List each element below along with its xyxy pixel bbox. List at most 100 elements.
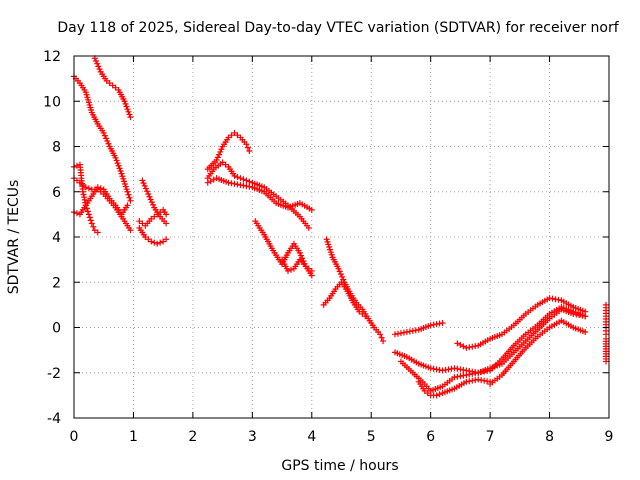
data-point bbox=[124, 106, 131, 113]
data-point bbox=[84, 208, 91, 215]
series-arc-o bbox=[320, 279, 369, 320]
data-point bbox=[377, 331, 384, 338]
data-point bbox=[87, 217, 94, 224]
data-point bbox=[127, 227, 134, 234]
data-point bbox=[163, 211, 170, 218]
chart-title: Day 118 of 2025, Sidereal Day-to-day VTE… bbox=[57, 20, 619, 36]
data-point bbox=[308, 206, 315, 213]
data-point bbox=[163, 236, 170, 243]
data-point bbox=[140, 180, 147, 187]
data-point bbox=[214, 154, 221, 161]
data-point bbox=[114, 160, 121, 167]
data-point bbox=[125, 108, 132, 115]
data-point bbox=[150, 201, 157, 208]
data-point bbox=[603, 358, 610, 365]
data-point bbox=[335, 265, 342, 272]
data-point bbox=[127, 114, 134, 121]
data-point bbox=[104, 138, 111, 145]
y-tick-label: 10 bbox=[43, 94, 61, 110]
y-tick-label: -2 bbox=[47, 366, 61, 382]
data-point bbox=[163, 220, 170, 227]
data-point bbox=[243, 141, 250, 148]
data-point bbox=[145, 191, 152, 198]
data-point bbox=[83, 205, 90, 212]
data-point bbox=[436, 391, 443, 398]
data-point bbox=[296, 249, 303, 256]
data-point bbox=[115, 162, 122, 169]
data-point bbox=[147, 196, 154, 203]
data-point bbox=[101, 132, 108, 139]
data-point bbox=[237, 175, 244, 182]
y-axis-label: SDTVAR / TECUs bbox=[6, 180, 22, 295]
data-point bbox=[96, 66, 103, 73]
series-arc-a bbox=[71, 73, 134, 204]
series-arc-b bbox=[91, 55, 134, 121]
y-tick-label: 8 bbox=[52, 140, 61, 156]
series-arc-j bbox=[204, 159, 312, 231]
grid bbox=[74, 56, 609, 418]
y-tick-label: 2 bbox=[52, 275, 61, 291]
data-point bbox=[94, 184, 101, 191]
data-point bbox=[287, 266, 294, 273]
data-point bbox=[148, 199, 155, 206]
x-tick-label: 0 bbox=[70, 429, 79, 445]
data-point bbox=[127, 197, 134, 204]
series-arc-v bbox=[603, 301, 610, 365]
data-point bbox=[126, 194, 133, 201]
data-point bbox=[121, 98, 128, 105]
data-point bbox=[97, 185, 104, 192]
series-arc-m bbox=[279, 256, 315, 274]
data-point bbox=[337, 271, 344, 278]
y-tick-label: 12 bbox=[43, 49, 61, 65]
data-point bbox=[582, 308, 589, 315]
data-point bbox=[125, 191, 132, 198]
series-arc-p bbox=[392, 319, 446, 338]
data-point bbox=[378, 334, 385, 341]
series-arc-u bbox=[487, 317, 589, 388]
data-point bbox=[105, 140, 112, 147]
x-tick-label: 7 bbox=[486, 429, 495, 445]
data-point bbox=[122, 100, 129, 107]
data-point bbox=[305, 224, 312, 231]
series-arc-l bbox=[252, 218, 315, 279]
y-tick-label: 0 bbox=[52, 321, 61, 337]
data-point bbox=[88, 220, 95, 227]
data-point bbox=[439, 319, 446, 326]
data-point bbox=[148, 238, 155, 245]
data-point bbox=[154, 240, 161, 247]
data-point bbox=[112, 154, 119, 161]
data-point bbox=[243, 177, 250, 184]
data-point bbox=[144, 188, 151, 195]
data-point bbox=[94, 229, 101, 236]
data-point bbox=[139, 177, 146, 184]
data-point bbox=[213, 157, 220, 164]
data-point bbox=[231, 172, 238, 179]
data-point bbox=[246, 178, 253, 185]
data-point bbox=[380, 338, 387, 345]
data-point bbox=[82, 202, 89, 209]
x-tick-label: 2 bbox=[188, 429, 197, 445]
data-marks bbox=[71, 55, 610, 399]
data-point bbox=[73, 210, 80, 217]
data-point bbox=[142, 185, 149, 192]
data-point bbox=[117, 168, 124, 175]
data-point bbox=[123, 103, 130, 110]
data-point bbox=[95, 63, 102, 70]
x-tick-label: 5 bbox=[367, 429, 376, 445]
data-point bbox=[298, 252, 305, 259]
x-axis-label: GPS time / hours bbox=[281, 458, 398, 474]
data-point bbox=[244, 144, 251, 151]
data-point bbox=[336, 268, 343, 275]
series-arc-t bbox=[454, 295, 589, 351]
series-arc-k bbox=[204, 175, 315, 213]
x-tick-label: 4 bbox=[307, 429, 316, 445]
series-arc-s bbox=[415, 376, 494, 399]
series-arc-d bbox=[71, 184, 131, 218]
data-point bbox=[82, 184, 89, 191]
data-point bbox=[85, 185, 92, 192]
data-point bbox=[240, 176, 247, 183]
series-arc-h bbox=[136, 206, 170, 229]
data-point bbox=[85, 211, 92, 218]
